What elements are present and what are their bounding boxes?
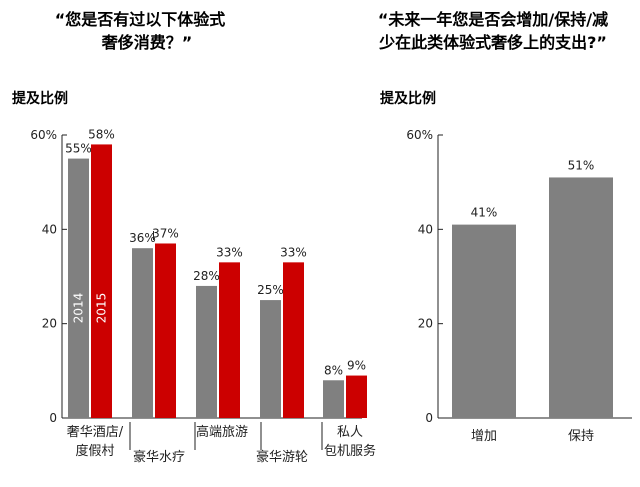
bar-2015-3: [283, 262, 304, 418]
right-title-line-1: “未来一年您是否会增加/保持/减: [378, 10, 608, 29]
bar-value-label: 33%: [216, 245, 243, 259]
bar-value-label: 8%: [324, 363, 343, 377]
right-y-tick-label: 0: [425, 411, 433, 425]
series-label-2015: 2015: [95, 293, 109, 324]
left-title-line-1: “您是否有过以下体验式: [55, 10, 226, 29]
bar-value-label: 36%: [129, 231, 156, 245]
bar-value-label: 41%: [471, 206, 498, 220]
bar-2015-4: [346, 375, 367, 418]
bar-value-label: 33%: [280, 245, 307, 259]
bar-value-label: 25%: [257, 283, 284, 297]
right-y-tick-label: 60%: [406, 128, 433, 142]
category-label: 奢华酒店/: [67, 425, 124, 440]
right-ylabel: 提及比例: [380, 90, 436, 107]
left-y-tick-label: 20: [42, 317, 57, 331]
bar-2014-4: [323, 380, 344, 418]
bar-value-label: 58%: [88, 127, 115, 141]
category-label: 高端旅游: [196, 424, 248, 440]
bar-2015-2: [219, 262, 240, 418]
series-label-2014: 2014: [72, 293, 86, 324]
bar-0: [452, 224, 516, 418]
bar-2015-1: [155, 243, 176, 418]
category-label: 保持: [568, 429, 594, 444]
category-label: 私人: [337, 425, 363, 440]
category-label: 增加: [471, 429, 497, 444]
right-chart: 0 20 40 60% 41% 增加 51% 保持: [406, 128, 632, 444]
left-chart: 0 20 40 60% 55% 2014 58% 2015 奢华酒店/度假村 36%37% 豪华水疗…: [30, 127, 376, 465]
bar-value-label: 51%: [568, 158, 595, 172]
left-ylabel: 提及比例: [12, 90, 68, 107]
left-y-tick-label: 60%: [30, 128, 57, 142]
bar-value-label: 55%: [65, 142, 92, 156]
bar-2014-2: [196, 285, 217, 418]
category-label: 包机服务: [324, 443, 376, 459]
category-label: 度假村: [75, 443, 114, 459]
left-y-tick-label: 40: [42, 222, 57, 236]
bar-1: [549, 177, 613, 418]
bar-2015-0: [91, 144, 112, 418]
right-y-tick-label: 20: [418, 317, 433, 331]
bar-2014-3: [260, 300, 281, 418]
category-label: 豪华游轮: [256, 449, 308, 465]
right-title-line-2: 少在此类体验式奢侈上的支出?”: [378, 33, 607, 52]
bar-2014-1: [132, 248, 153, 418]
category-label: 豪华水疗: [133, 449, 185, 465]
bar-2014-0: [68, 158, 89, 419]
left-y-tick-label: 0: [49, 411, 57, 425]
right-y-tick-label: 40: [418, 222, 433, 236]
bar-value-label: 9%: [347, 359, 366, 373]
bar-value-label: 28%: [193, 269, 220, 283]
left-title-line-2: 奢侈消费？”: [101, 33, 193, 52]
bar-value-label: 37%: [152, 226, 179, 240]
